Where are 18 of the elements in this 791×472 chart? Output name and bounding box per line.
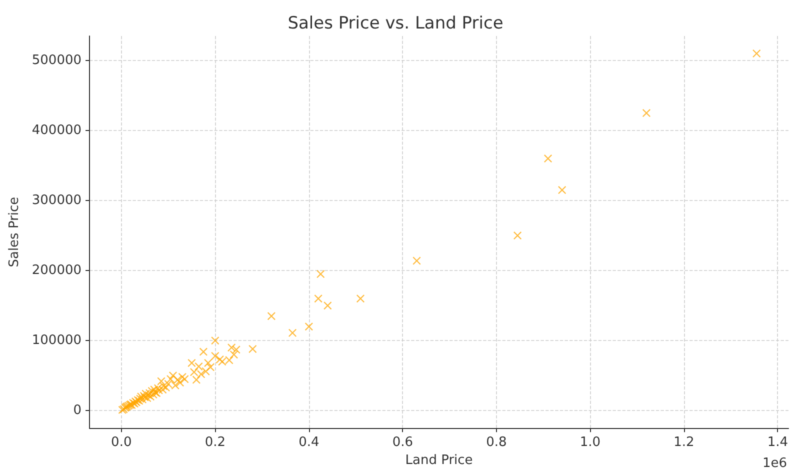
x-axis-title: Land Price <box>405 453 473 468</box>
y-tick-label: 300000 <box>32 193 82 208</box>
y-axis-title: Sales Price <box>7 196 22 268</box>
y-tick-label: 500000 <box>32 53 82 68</box>
x-tick-label: 0.4 <box>298 435 320 450</box>
text: 1e6 <box>762 456 788 471</box>
x-tick-label: 0.0 <box>111 435 132 450</box>
y-tick-label: 0 <box>73 403 82 418</box>
y-tick-label: 100000 <box>32 333 82 348</box>
x-tick-label: 0.8 <box>486 435 507 450</box>
x-tick-label: 1.4 <box>767 435 788 450</box>
x-tick-label: 1.2 <box>674 435 694 450</box>
x-tick-label: 1.0 <box>580 435 601 450</box>
x-tick-label: 0.2 <box>204 435 226 450</box>
y-tick-label: 200000 <box>32 263 82 278</box>
x-tick-label: 0.6 <box>392 435 414 450</box>
chart-title: Sales Price vs. Land Price <box>288 14 504 34</box>
y-tick-label: 400000 <box>32 123 82 138</box>
